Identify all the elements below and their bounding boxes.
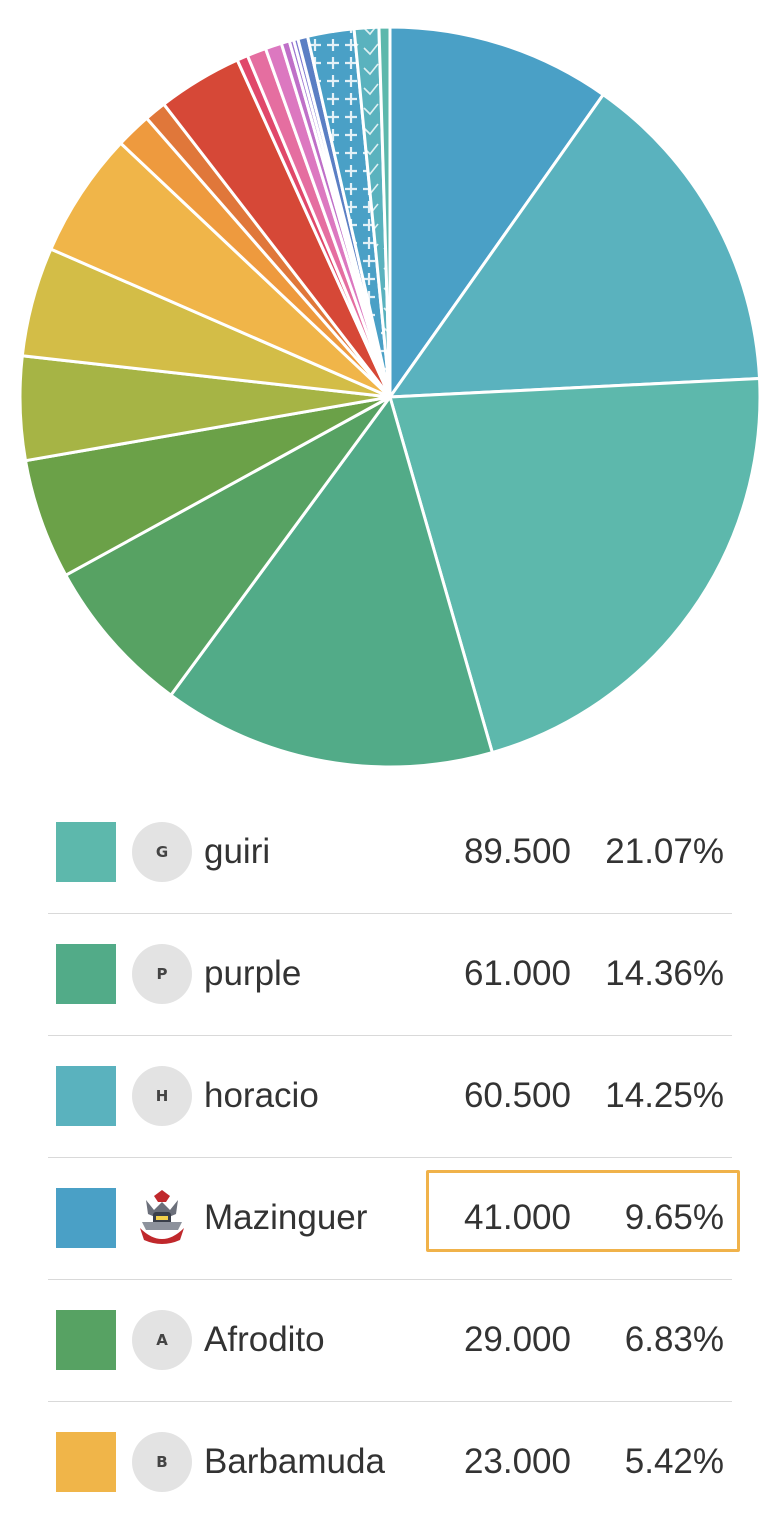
- legend-swatch: [56, 944, 116, 1004]
- legend-value: 29.000: [463, 1320, 571, 1359]
- robot-icon: [132, 1188, 192, 1248]
- legend-row[interactable]: A Afrodito 29.000 6.83%: [48, 1280, 732, 1402]
- legend-value: 89.500: [463, 832, 571, 871]
- legend-percent: 21.07%: [605, 832, 724, 871]
- avatar: H: [132, 1066, 192, 1126]
- avatar: B: [132, 1432, 192, 1492]
- legend-value: 23.000: [463, 1442, 571, 1481]
- pie-slice-purple[interactable]: [169, 395, 494, 769]
- legend-swatch: [56, 1310, 116, 1370]
- legend-row[interactable]: G guiri 89.500 21.07%: [48, 792, 732, 914]
- legend-name: Afrodito: [204, 1320, 325, 1359]
- legend-percent: 5.42%: [624, 1442, 724, 1481]
- legend-row[interactable]: Mazinguer 41.000 9.65%: [48, 1158, 740, 1280]
- legend-percent: 14.36%: [605, 954, 724, 993]
- legend-name: guiri: [204, 832, 271, 871]
- legend-swatch: [56, 822, 116, 882]
- legend-row[interactable]: B Barbamuda 23.000 5.42%: [48, 1402, 732, 1523]
- legend-percent: 9.65%: [624, 1198, 724, 1237]
- legend-name: horacio: [204, 1076, 319, 1115]
- avatar: A: [132, 1310, 192, 1370]
- legend-value: 60.500: [463, 1076, 571, 1115]
- legend-swatch: [56, 1066, 116, 1126]
- pie-chart: [18, 25, 762, 769]
- legend-swatch: [56, 1432, 116, 1492]
- pie-slice-mazinguer[interactable]: [388, 25, 605, 399]
- legend-name: Barbamuda: [204, 1442, 385, 1481]
- legend-row[interactable]: H horacio 60.500 14.25%: [48, 1036, 732, 1158]
- pie-slice-21[interactable]: [377, 25, 392, 399]
- legend-percent: 14.25%: [605, 1076, 724, 1115]
- selection-highlight: [426, 1170, 740, 1252]
- avatar: P: [132, 944, 192, 1004]
- pie-slice-horacio[interactable]: [388, 93, 762, 399]
- pie-slice-afrodito[interactable]: [64, 395, 392, 697]
- avatar: G: [132, 822, 192, 882]
- legend-name: Mazinguer: [204, 1198, 368, 1237]
- pie-slice-guiri[interactable]: [388, 376, 762, 755]
- chart-legend: G guiri 89.500 21.07% P purple 61.000 14…: [48, 792, 740, 1523]
- legend-swatch: [56, 1188, 116, 1248]
- legend-percent: 6.83%: [624, 1320, 724, 1359]
- legend-value: 61.000: [463, 954, 571, 993]
- legend-name: purple: [204, 954, 302, 993]
- legend-row[interactable]: P purple 61.000 14.36%: [48, 914, 732, 1036]
- legend-value: 41.000: [463, 1198, 571, 1237]
